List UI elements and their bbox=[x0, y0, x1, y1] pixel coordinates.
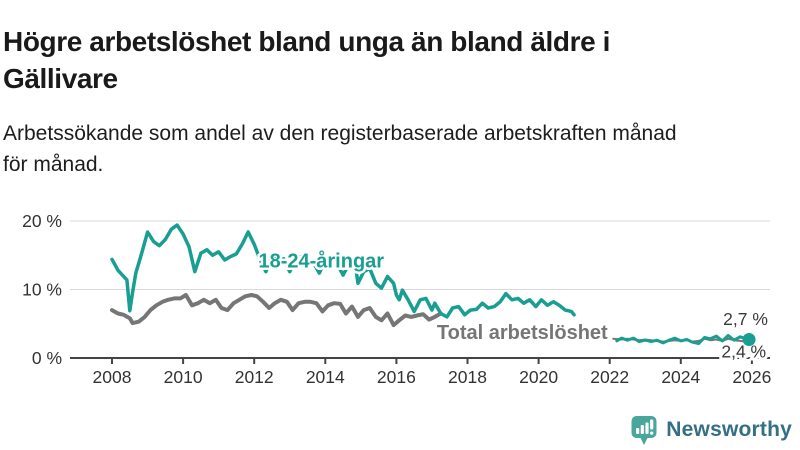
series-label: 18-24-åringar bbox=[258, 250, 384, 273]
series-line bbox=[110, 293, 443, 328]
page-subtitle-line1: Arbetssökande som andel av den registerb… bbox=[3, 122, 677, 145]
x-axis-tick-label: 2026 bbox=[732, 367, 771, 387]
page-subtitle-line2: för månad. bbox=[3, 153, 104, 176]
y-axis-tick-label: 0 % bbox=[32, 348, 62, 368]
y-axis-tick-label: 10 % bbox=[22, 280, 62, 300]
page-title: Högre arbetslöshet bland unga än bland ä… bbox=[3, 23, 793, 97]
unemployment-line-chart: 20 % 10 % 0 % 2008 2010 2012 2014 2016 2018 2020 2… bbox=[22, 211, 771, 387]
final-value-annotation: 2,4 % bbox=[721, 341, 766, 361]
latest-value-dot bbox=[742, 333, 756, 347]
series-line bbox=[110, 223, 576, 319]
x-axis-tick-label: 2024 bbox=[661, 367, 700, 387]
page-title-line1: Högre arbetslöshet bland unga än bland ä… bbox=[3, 25, 611, 57]
x-axis-tick-label: 2020 bbox=[519, 367, 558, 387]
x-axis-tick-label: 2016 bbox=[377, 367, 416, 387]
x-axis-tick-label: 2008 bbox=[93, 367, 132, 387]
y-axis-tick-label: 20 % bbox=[22, 211, 62, 231]
page-subtitle: Arbetssökande som andel av den registerb… bbox=[3, 118, 793, 180]
final-value-annotation: 2,7 % bbox=[723, 309, 768, 329]
newsworthy-logo: Newsworthy bbox=[630, 413, 792, 447]
series-label: Total arbetslöshet bbox=[437, 322, 608, 344]
x-axis-tick-label: 2018 bbox=[448, 367, 487, 387]
page-title-line2: Gällivare bbox=[3, 62, 118, 94]
x-axis-tick-label: 2014 bbox=[306, 367, 345, 387]
newsworthy-brand-name: Newsworthy bbox=[666, 418, 792, 441]
newsworthy-bar-chart-bubble-icon bbox=[631, 415, 657, 445]
x-axis-tick-label: 2022 bbox=[590, 367, 629, 387]
x-axis-tick-label: 2012 bbox=[235, 367, 274, 387]
x-axis-tick-label: 2010 bbox=[164, 367, 203, 387]
series-line bbox=[615, 333, 751, 346]
